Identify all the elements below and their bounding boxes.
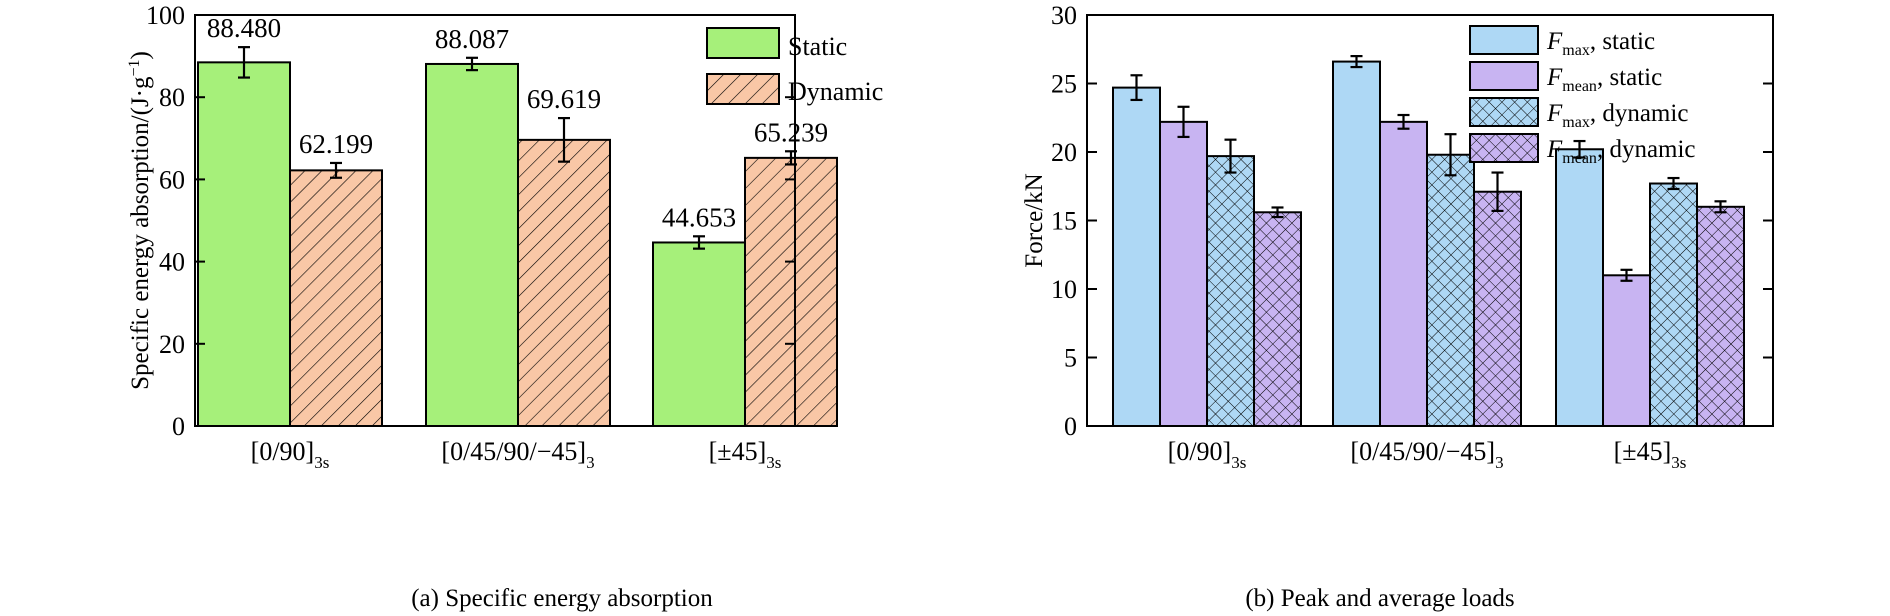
error-bar — [1130, 74, 1143, 102]
y-tick-label: 10 — [1051, 275, 1077, 304]
panel-a-y-axis-label: Specific energy absorption/(J·g−1) — [126, 51, 154, 390]
bar-fmean-static — [1379, 120, 1428, 428]
panel-a-chart: 88.480 62.199 88.087 69.619 44.653 65.239 0 20… — [126, 1, 883, 612]
legend-label-fmax-static: Fmax, static — [1546, 28, 1655, 59]
data-label: 88.087 — [435, 24, 509, 54]
error-bar — [330, 161, 342, 179]
error-bar — [1714, 200, 1727, 214]
error-bar — [1444, 133, 1457, 177]
y-tick-label: 20 — [1051, 138, 1077, 167]
bar-fmax-dynamic — [1206, 155, 1255, 428]
error-bar — [1271, 206, 1284, 219]
legend-label-fmax-dynamic: Fmax, dynamic — [1546, 100, 1688, 131]
error-bar — [466, 56, 478, 72]
error-bar — [238, 46, 250, 79]
panel-a-bars — [197, 61, 838, 427]
x-tick-label: [0/90]3s — [1168, 437, 1247, 472]
legend-label-static: Static — [788, 32, 847, 61]
panel-b-y-axis-label: Force/kN — [1021, 173, 1048, 267]
error-bar — [1667, 176, 1680, 191]
data-label: 44.653 — [662, 202, 736, 232]
legend-swatch-fmax-dynamic — [1469, 97, 1539, 127]
x-tick-label: [±45]3s — [1614, 437, 1687, 472]
x-tick-label: [0/45/90/−45]3 — [1350, 437, 1503, 472]
bar-fmax-dynamic — [1426, 153, 1475, 428]
panel-b-bars — [1112, 60, 1745, 428]
error-bar — [1224, 138, 1237, 174]
data-label: 69.619 — [527, 84, 601, 114]
panel-b-x-axis-ticks: [0/90]3s [0/45/90/−45]3 [±45]3s — [1168, 416, 1687, 472]
legend-swatch-dynamic — [706, 73, 780, 105]
legend-label-dynamic: Dynamic — [788, 77, 883, 106]
error-bar — [693, 235, 705, 250]
bar-dynamic — [744, 156, 838, 427]
error-bar — [558, 116, 570, 163]
panel-a-legend: Static Dynamic — [706, 27, 883, 106]
legend-swatch-fmean-dynamic — [1469, 133, 1539, 163]
error-bar — [1491, 171, 1504, 213]
error-bar — [1397, 113, 1410, 130]
y-tick-label: 40 — [159, 248, 185, 277]
panel-b-y-axis-ticks: 0 5 10 15 20 25 30 — [1051, 1, 1773, 441]
y-tick-label: 100 — [146, 1, 185, 30]
bar-fmax-static — [1112, 86, 1161, 428]
y-tick-label: 25 — [1051, 70, 1077, 99]
panel-a-data-labels: 88.480 62.199 88.087 69.619 44.653 65.239 — [207, 13, 828, 232]
error-bar — [1177, 105, 1190, 139]
y-tick-label: 60 — [159, 165, 185, 194]
y-tick-label: 15 — [1051, 207, 1077, 236]
x-tick-label: [0/45/90/−45]3 — [441, 437, 594, 472]
bar-fmean-dynamic — [1253, 211, 1302, 427]
data-label: 62.199 — [299, 129, 373, 159]
legend-swatch-static — [706, 27, 780, 59]
error-bar — [1573, 139, 1586, 159]
bar-fmean-static — [1602, 274, 1651, 427]
y-tick-label: 80 — [159, 83, 185, 112]
bar-fmax-static — [1332, 60, 1381, 428]
panel-a-caption: (a) Specific energy absorption — [411, 585, 713, 612]
panel-b-legend: Fmax, static Fmean, static Fmax, dynamic… — [1469, 25, 1696, 167]
bar-fmax-dynamic — [1649, 182, 1698, 427]
legend-swatch-fmean-static — [1469, 61, 1539, 91]
bar-dynamic — [517, 138, 611, 427]
bar-static — [425, 62, 519, 427]
y-tick-label: 20 — [159, 330, 185, 359]
bar-dynamic — [289, 169, 383, 427]
x-tick-label: [0/90]3s — [251, 437, 330, 472]
legend-label-fmean-static: Fmean, static — [1546, 64, 1662, 95]
bar-static — [652, 241, 746, 427]
legend-swatch-fmax-static — [1469, 25, 1539, 55]
panel-b-chart: 0 5 10 15 20 25 30 [0/90]3s [0/45/90/−45]3 [±45]… — [1021, 1, 1774, 612]
bar-static — [197, 61, 291, 427]
y-tick-label: 0 — [1064, 412, 1077, 441]
bar-fmean-dynamic — [1473, 190, 1522, 427]
data-label: 88.480 — [207, 13, 281, 43]
y-tick-label: 30 — [1051, 1, 1077, 30]
panel-b-caption: (b) Peak and average loads — [1245, 585, 1514, 612]
error-bar — [1350, 54, 1363, 69]
data-label: 65.239 — [754, 117, 828, 147]
bar-fmean-dynamic — [1696, 205, 1745, 427]
y-tick-label: 0 — [172, 412, 185, 441]
panel-a-x-axis-ticks: [0/90]3s [0/45/90/−45]3 [±45]3s — [251, 416, 782, 472]
error-bar — [1620, 268, 1633, 282]
bar-fmean-static — [1159, 120, 1208, 428]
legend-label-fmean-dynamic: Fmean, dynamic — [1546, 136, 1696, 167]
bar-fmax-static — [1555, 148, 1604, 427]
panel-b-error-bars — [1130, 54, 1727, 282]
panel-a-plot-frame — [194, 14, 796, 427]
panel-a-error-bars — [238, 46, 797, 250]
y-tick-label: 5 — [1064, 344, 1077, 373]
x-tick-label: [±45]3s — [709, 437, 782, 472]
panel-b-plot-frame — [1086, 14, 1774, 427]
